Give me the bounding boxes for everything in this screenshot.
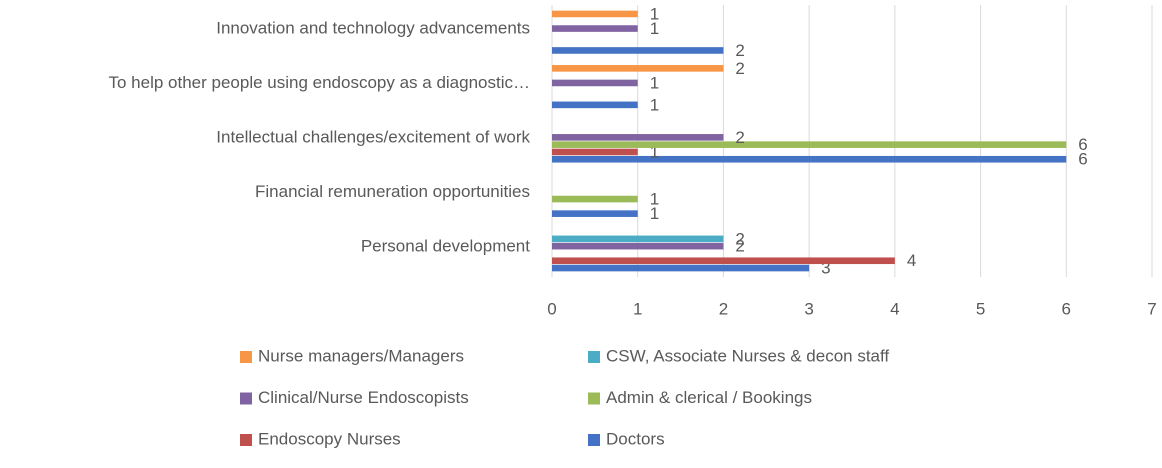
data-label: 1 — [650, 4, 659, 23]
bar — [552, 25, 638, 32]
legend-label: Nurse managers/Managers — [258, 346, 464, 365]
bar — [552, 134, 724, 141]
data-label: 1 — [650, 142, 659, 161]
x-tick-label: 3 — [804, 299, 813, 318]
legend-label: Admin & clerical / Bookings — [606, 388, 812, 407]
data-label: 1 — [650, 73, 659, 92]
bar — [552, 195, 638, 203]
data-label: 6 — [1078, 150, 1087, 169]
x-tick-label: 7 — [1147, 299, 1156, 318]
data-label: 1 — [650, 95, 659, 114]
bar — [552, 242, 724, 250]
x-tick-label: 6 — [1062, 299, 1071, 318]
legend-swatch — [240, 392, 252, 405]
y-tick-label: Financial remuneration opportunities — [255, 182, 530, 201]
bar — [552, 141, 1067, 148]
data-label: 6 — [1078, 135, 1087, 154]
bar — [552, 148, 638, 156]
legend-label: Doctors — [606, 429, 665, 448]
bar — [552, 101, 638, 109]
data-label: 1 — [650, 190, 659, 209]
x-tick-label: 1 — [633, 299, 642, 318]
data-label: 3 — [821, 259, 830, 278]
bar — [552, 235, 724, 243]
x-tick-label: 4 — [890, 299, 899, 318]
y-tick-label: Intellectual challenges/excitement of wo… — [216, 127, 530, 146]
bar — [552, 65, 724, 72]
y-tick-label: Innovation and technology advancements — [216, 19, 530, 38]
data-label: 2 — [735, 59, 744, 78]
legend-label: Endoscopy Nurses — [258, 429, 401, 448]
x-tick-label: 0 — [547, 299, 556, 318]
legend-swatch — [240, 434, 252, 446]
bar — [552, 257, 895, 265]
bar — [552, 47, 724, 54]
bar — [552, 79, 638, 87]
legend-swatch — [588, 351, 600, 363]
x-tick-label: 5 — [976, 299, 985, 318]
data-label: 2 — [735, 41, 744, 60]
bar — [552, 210, 638, 217]
y-tick-label: To help other people using endoscopy as … — [108, 73, 530, 92]
data-label: 2 — [735, 229, 744, 248]
legend-swatch — [588, 392, 600, 405]
legend-label: Clinical/Nurse Endoscopists — [258, 388, 469, 407]
x-tick-label: 2 — [719, 299, 728, 318]
bar — [552, 10, 638, 18]
legend-label: CSW, Associate Nurses & decon staff — [606, 346, 889, 365]
data-label: 1 — [650, 19, 659, 38]
data-label: 2 — [735, 237, 744, 256]
y-tick-label: Personal development — [361, 236, 530, 255]
data-label: 2 — [735, 128, 744, 147]
data-label: 4 — [907, 251, 916, 270]
bar — [552, 155, 1067, 163]
bar — [552, 264, 810, 272]
legend-swatch — [588, 434, 600, 446]
data-label: 1 — [650, 204, 659, 223]
legend-swatch — [240, 351, 252, 363]
